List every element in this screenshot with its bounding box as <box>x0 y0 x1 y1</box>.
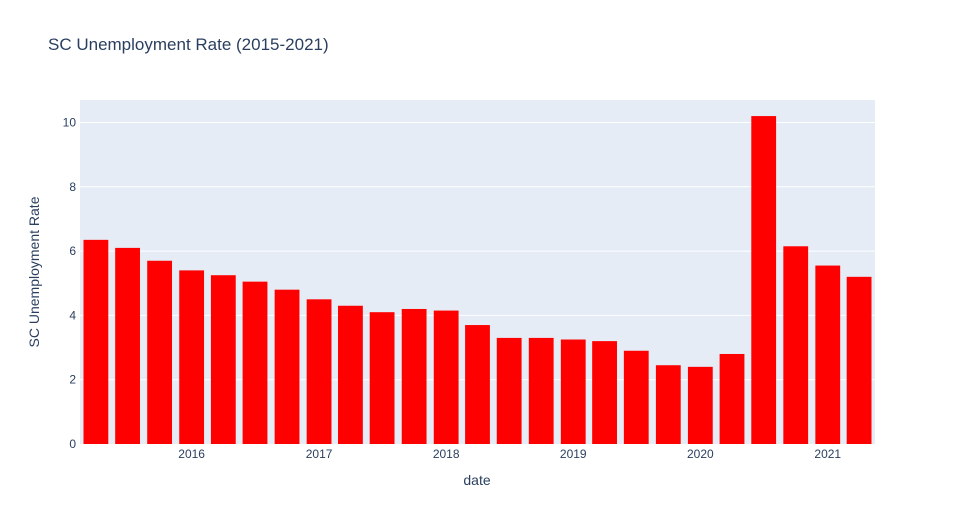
x-axis-title: date <box>463 472 490 488</box>
y-tick-label: 2 <box>69 373 76 387</box>
bar-2016-07 <box>242 281 268 444</box>
x-tick-label: 2016 <box>178 447 205 461</box>
bar-2017-04 <box>338 305 363 444</box>
y-tick-label: 4 <box>69 308 76 322</box>
x-tick-label: 2020 <box>687 447 714 461</box>
bar-2020-01 <box>687 366 713 444</box>
bar-2021-01 <box>815 265 841 444</box>
bar-2019-07 <box>623 350 649 444</box>
x-tick-labels: 2016 2017 2018 2019 2020 2021 <box>178 447 841 461</box>
y-tick-label: 10 <box>63 116 77 130</box>
bar-2020-04 <box>719 353 745 444</box>
y-tick-label: 0 <box>69 437 76 451</box>
bar-2015-10 <box>147 260 173 444</box>
x-tick-label: 2021 <box>814 447 841 461</box>
x-tick-label: 2019 <box>560 447 587 461</box>
bar-2017-10 <box>401 308 427 444</box>
bar-2015-07 <box>115 247 140 444</box>
bar-2018-01 <box>433 310 459 444</box>
y-tick-label: 6 <box>69 244 76 258</box>
bars <box>83 116 872 444</box>
x-tick-label: 2018 <box>433 447 460 461</box>
bar-2019-01 <box>560 339 586 444</box>
bar-2018-07 <box>496 337 522 444</box>
y-axis-title: SC Unemployment Rate <box>26 196 42 347</box>
y-tick-labels: 0 2 4 6 8 10 <box>63 116 77 451</box>
bar-2020-10 <box>783 246 809 444</box>
bar-2017-07 <box>369 312 395 444</box>
bar-2016-01 <box>179 270 205 444</box>
y-tick-label: 8 <box>69 180 76 194</box>
bar-2021-04 <box>846 276 872 444</box>
bar-2020-07 <box>751 116 777 444</box>
bar-2019-04 <box>592 341 617 444</box>
bar-2017-01 <box>306 299 332 444</box>
bar-2015-04 <box>83 239 109 444</box>
bar-2018-04 <box>465 325 490 444</box>
bar-2016-10 <box>274 289 300 444</box>
bar-2019-10 <box>655 365 681 444</box>
bar-2018-10 <box>528 337 554 444</box>
x-tick-label: 2017 <box>306 447 333 461</box>
chart-title: SC Unemployment Rate (2015-2021) <box>48 35 329 54</box>
bar-2016-04 <box>210 275 236 444</box>
